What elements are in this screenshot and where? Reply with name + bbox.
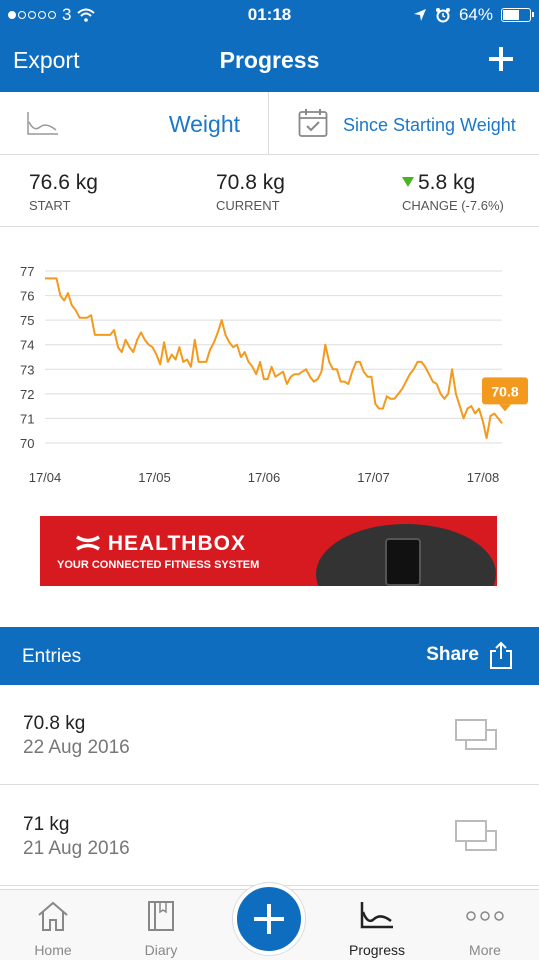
entries-header: Entries Share	[0, 627, 539, 685]
book-icon	[148, 901, 174, 931]
calendar-check-icon	[298, 109, 328, 137]
range-selector[interactable]: Since Starting Weight	[270, 92, 539, 154]
y-tick-label: 70	[20, 436, 34, 451]
entry-value: 70.8 kg	[23, 713, 86, 734]
chart-line-icon	[27, 112, 58, 135]
share-button[interactable]: Share	[426, 641, 513, 669]
signal-dot	[38, 11, 46, 19]
wifi-icon	[77, 8, 96, 22]
under-armour-logo-icon	[76, 535, 100, 551]
weight-chart[interactable]: 77 76 75 74 73 72 71 70 17/04 17/05 17/06 17/07 17/0…	[0, 228, 539, 498]
change-value-row: 5.8 kg	[402, 171, 504, 195]
tab-label: Diary	[144, 942, 178, 958]
change-value: 5.8 kg	[418, 171, 476, 194]
start-stat: 76.6 kg START	[29, 171, 98, 213]
change-label: CHANGE (-7.6%)	[402, 198, 504, 213]
signal-dot	[18, 11, 26, 19]
entry-date: 21 Aug 2016	[23, 838, 130, 859]
y-tick-label: 73	[20, 362, 34, 377]
ad-brand-name: HEALTHBOX	[107, 532, 246, 555]
signal-dot	[48, 11, 56, 19]
plus-icon	[254, 904, 284, 934]
start-value: 76.6 kg	[29, 171, 98, 194]
page-title: Progress	[219, 47, 320, 73]
y-tick-label: 74	[20, 338, 34, 353]
status-bar: 3 01:18 64%	[0, 0, 539, 30]
share-label: Share	[426, 644, 479, 665]
list-item[interactable]: 70.8 kg 22 Aug 2016	[0, 685, 539, 785]
status-left: 3	[8, 5, 96, 25]
x-tick-label: 17/05	[138, 470, 171, 485]
home-icon	[38, 901, 68, 931]
start-label: START	[29, 198, 71, 213]
location-arrow-icon	[413, 9, 426, 21]
export-button[interactable]: Export	[13, 47, 80, 73]
metric-label: Weight	[168, 111, 240, 137]
ad-phone-image	[385, 538, 421, 586]
weight-summary: 76.6 kg START 70.8 kg CURRENT 5.8 kg CHA…	[0, 155, 539, 227]
weight-chart-svg: 77 76 75 74 73 72 71 70 17/04 17/05 17/06 17/07 17/0…	[20, 264, 528, 485]
tab-label: Home	[34, 942, 72, 958]
nav-title-wrap: Progress	[0, 47, 539, 74]
x-tick-label: 17/06	[248, 470, 281, 485]
weight-line	[45, 277, 503, 440]
tab-label: Progress	[348, 942, 406, 958]
battery-icon	[501, 8, 534, 22]
more-dots-icon	[466, 911, 504, 921]
chart-line-icon	[360, 902, 393, 929]
battery-level	[503, 10, 519, 20]
y-tick-label: 76	[20, 289, 34, 304]
signal-dot	[28, 11, 36, 19]
x-tick-label: 17/04	[29, 470, 62, 485]
range-label: Since Starting Weight	[343, 115, 516, 135]
list-item[interactable]: 71 kg 21 Aug 2016	[0, 786, 539, 886]
y-tick-label: 77	[20, 264, 34, 279]
metric-selector[interactable]: Weight	[0, 92, 269, 154]
tab-progress[interactable]: Progress	[337, 890, 417, 960]
filter-bar: Weight Since Starting Weight	[0, 92, 539, 155]
entries-title: Entries	[22, 646, 82, 667]
entry-date: 22 Aug 2016	[23, 737, 130, 758]
tab-diary[interactable]: Diary	[121, 890, 201, 960]
quick-add-button[interactable]	[233, 883, 305, 955]
carrier-name: 3	[62, 5, 72, 24]
battery-percent: 64%	[458, 5, 493, 24]
photo-placeholder-icon[interactable]	[455, 820, 497, 852]
tab-label: More	[469, 942, 501, 958]
nav-bar: Export Progress	[0, 30, 539, 92]
y-tick-label: 71	[20, 411, 34, 426]
tab-more[interactable]: More	[445, 890, 525, 960]
callout-label: 70.8	[491, 383, 518, 399]
y-tick-label: 72	[20, 387, 34, 402]
alarm-icon	[435, 8, 450, 23]
signal-dot	[8, 11, 16, 19]
x-tick-label: 17/08	[467, 470, 500, 485]
status-right: 64%	[413, 5, 534, 25]
add-button[interactable]	[489, 44, 513, 74]
entry-value: 71 kg	[23, 814, 70, 835]
photo-placeholder-icon[interactable]	[455, 719, 497, 751]
current-value: 70.8 kg	[216, 171, 285, 194]
current-value-callout	[482, 377, 528, 405]
ad-brand: HEALTHBOX	[75, 532, 246, 556]
tab-home[interactable]: Home	[13, 890, 93, 960]
ad-tagline: YOUR CONNECTED FITNESS SYSTEM	[57, 559, 260, 571]
change-stat: 5.8 kg CHANGE (-7.6%)	[402, 171, 504, 213]
current-stat: 70.8 kg CURRENT	[216, 171, 285, 213]
arrow-down-icon	[402, 177, 414, 187]
x-tick-label: 17/07	[357, 470, 390, 485]
share-icon	[490, 641, 512, 669]
ad-banner[interactable]: HEALTHBOX YOUR CONNECTED FITNESS SYSTEM	[40, 516, 497, 586]
y-tick-label: 75	[20, 313, 34, 328]
current-label: CURRENT	[216, 198, 280, 213]
callout-pointer	[499, 404, 511, 412]
signal-strength-icon	[8, 11, 56, 19]
plus-icon	[489, 47, 513, 71]
